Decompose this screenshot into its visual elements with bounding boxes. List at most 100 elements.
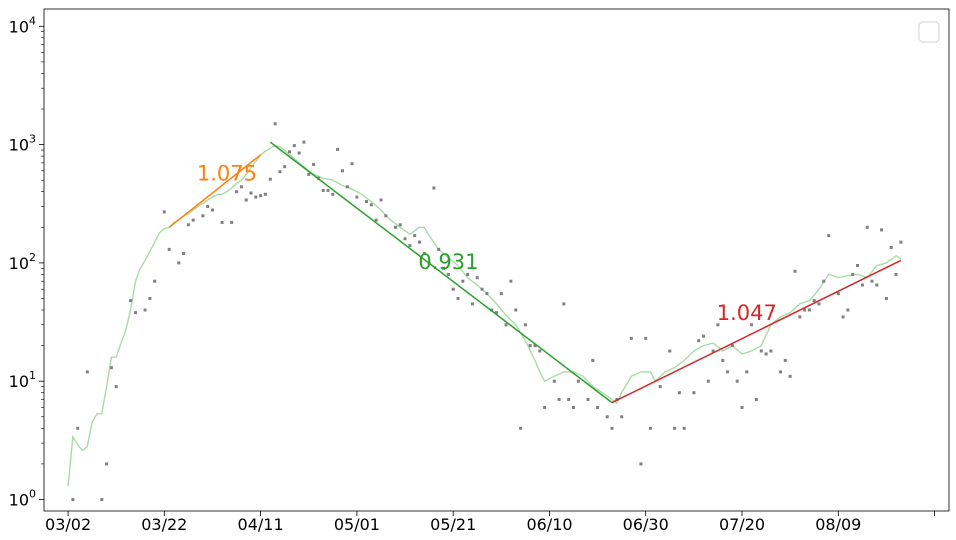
scatter-point <box>779 370 782 374</box>
scatter-point <box>331 192 335 196</box>
scatter-point <box>543 406 547 409</box>
scatter-point <box>336 147 340 151</box>
scatter-point <box>620 415 624 419</box>
scatter-point <box>211 208 214 212</box>
scatter-point <box>793 269 797 273</box>
scatter-point <box>697 339 701 343</box>
scatter-point <box>716 323 720 327</box>
scatter-point <box>523 323 527 327</box>
fit-label: 0.931 <box>418 250 478 274</box>
scatter-point <box>846 308 850 312</box>
scatter-point <box>836 292 840 296</box>
scatter-point <box>884 297 888 300</box>
scatter-point <box>442 266 445 270</box>
scatter-point <box>432 186 436 190</box>
scatter-point <box>721 358 725 362</box>
x-tick-label: 06/10 <box>526 515 572 534</box>
legend-box <box>918 21 940 43</box>
scatter-point <box>230 220 234 224</box>
y-tick-exponent: 0 <box>29 488 36 501</box>
scatter-point <box>398 223 402 227</box>
smoothed-series <box>67 144 902 487</box>
x-tick-label: 06/30 <box>623 515 669 534</box>
y-tick-mantissa: 10 <box>9 254 29 273</box>
scatter-point <box>783 358 787 362</box>
scatter-point <box>191 218 195 222</box>
scatter-point <box>740 406 744 409</box>
scatter-point <box>384 214 388 218</box>
y-tick-exponent: 2 <box>29 251 36 264</box>
scatter-point <box>350 162 354 166</box>
scatter-point <box>875 283 879 287</box>
scatter-point <box>321 188 325 192</box>
scatter-point <box>451 287 455 291</box>
scatter-point <box>639 462 643 466</box>
y-tick-mantissa: 10 <box>9 136 29 155</box>
scatter-point <box>307 172 311 176</box>
scatter-point <box>422 252 426 255</box>
scatter-point <box>769 349 773 353</box>
scatter-point <box>711 349 715 353</box>
scatter-point <box>894 272 898 276</box>
scatter-point <box>186 223 190 227</box>
scatter-point <box>446 272 450 276</box>
scatter-point <box>610 426 614 430</box>
scatter-point <box>268 177 272 181</box>
scatter-point <box>403 237 407 241</box>
scatter-point <box>162 210 166 214</box>
scatter-point <box>249 191 253 195</box>
scatter-point <box>682 426 686 430</box>
scatter-point <box>514 308 518 312</box>
y-tick-label: 102 <box>9 251 36 273</box>
scatter-point <box>109 366 113 370</box>
scatter-point <box>302 140 306 144</box>
scatter-point <box>201 214 205 218</box>
fit-label: 1.047 <box>717 301 777 325</box>
scatter-point <box>259 194 263 198</box>
scatter-point <box>114 385 118 389</box>
fit-labels: 1.075 0.931 1.047 <box>197 161 777 325</box>
scatter-point <box>365 200 368 204</box>
scatter-point <box>418 240 421 244</box>
scatter-point <box>730 344 734 348</box>
scatter-point <box>475 276 479 280</box>
scatter-point <box>865 225 869 229</box>
scatter-point <box>899 240 903 244</box>
scatter-point <box>167 247 171 251</box>
scatter-point <box>807 308 811 312</box>
scatter-point <box>870 279 874 283</box>
scatter-point <box>629 336 633 340</box>
scatter-point <box>177 261 181 265</box>
scatter-point <box>735 379 739 383</box>
scatter-point <box>702 334 705 338</box>
scatter-point <box>499 292 503 296</box>
scatter-point <box>745 370 749 374</box>
scatter-point <box>726 370 730 374</box>
scatter-point <box>586 398 590 401</box>
scatter-point <box>341 169 344 173</box>
fit-line <box>168 154 262 228</box>
scatter-point <box>437 247 441 251</box>
scatter-point <box>750 323 754 327</box>
scatter-point <box>153 279 157 283</box>
scatter-point <box>495 311 498 315</box>
scatter-point <box>754 398 758 401</box>
x-axis: 03/02 03/22 04/11 05/01 05/21 06/10 06/30 07/20… <box>45 511 935 534</box>
scatter-point <box>408 244 412 248</box>
scatter-point <box>668 349 672 353</box>
scatter-point <box>851 272 855 276</box>
scatter-point <box>85 370 89 374</box>
scatter-point <box>105 462 109 466</box>
scatter-point <box>552 379 556 383</box>
fit-line <box>269 141 613 404</box>
scatter-point <box>134 311 137 315</box>
scatter-point <box>254 195 258 199</box>
x-tick-label: 04/11 <box>238 515 284 534</box>
scatter-point <box>817 302 821 306</box>
scatter-point <box>528 344 532 348</box>
scatter-point <box>485 292 489 296</box>
scatter-point <box>206 205 210 208</box>
scatter-point <box>856 264 859 267</box>
scatter-point <box>129 299 133 303</box>
